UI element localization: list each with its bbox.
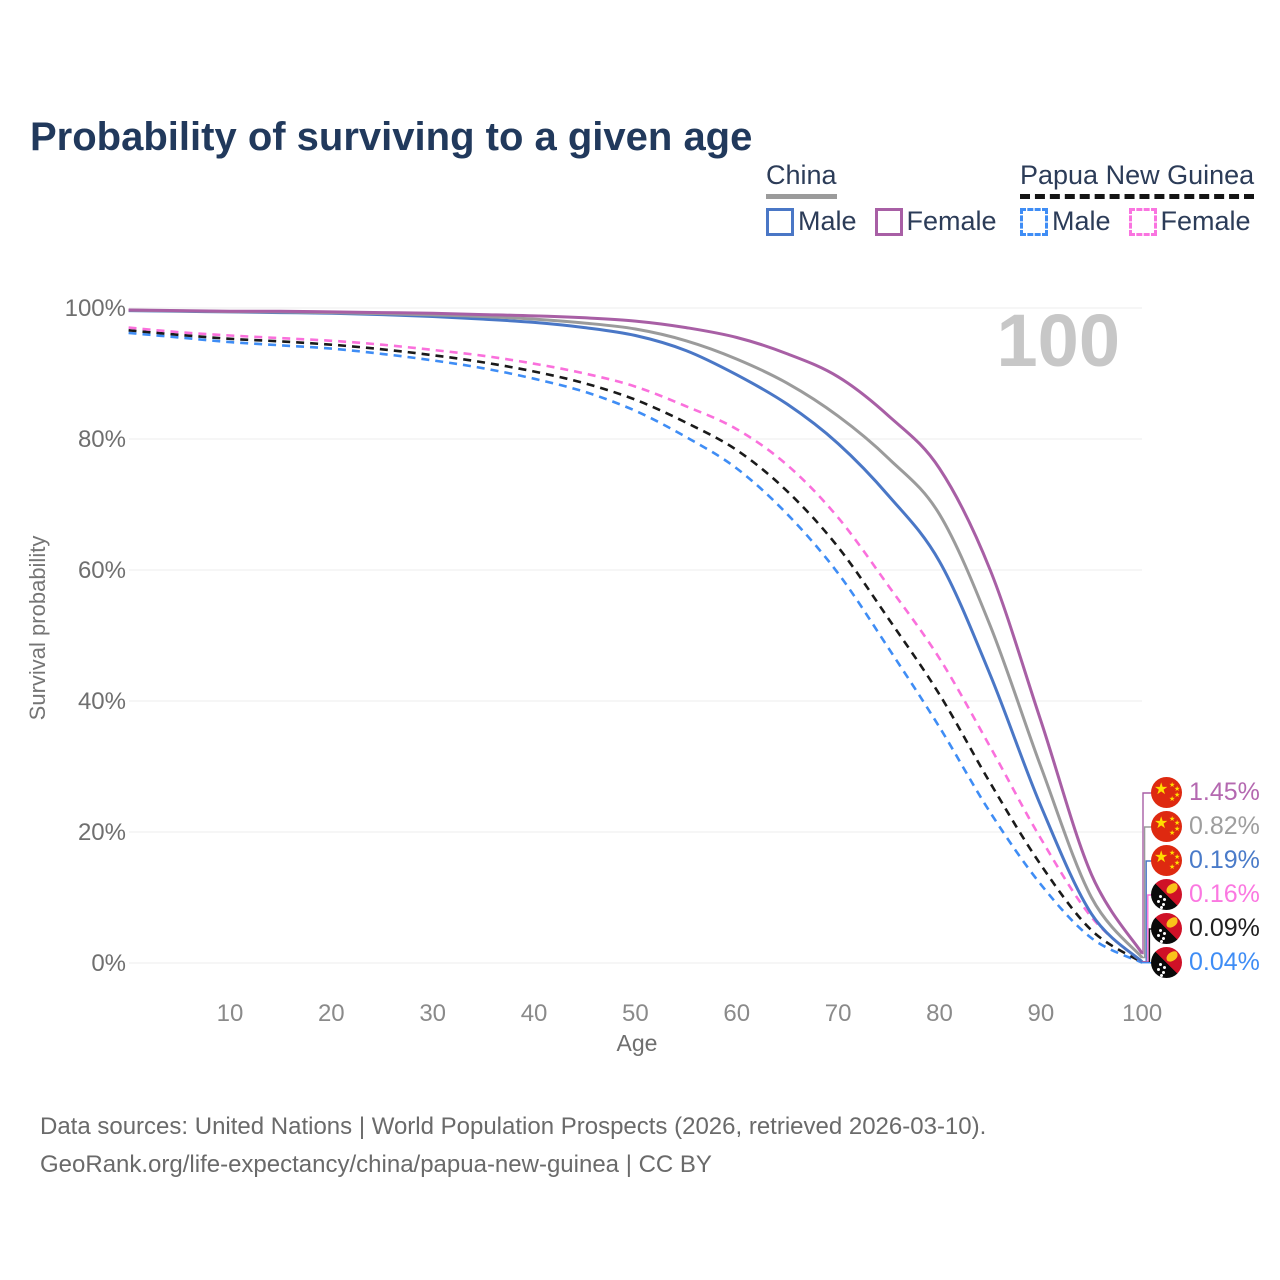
legend-label-china-female: Female	[906, 206, 997, 236]
legend-group-china: China Male Female	[766, 160, 997, 237]
legend-group-papua-new-guinea: Papua New Guinea Male Female	[1020, 160, 1255, 237]
png-male-swatch-icon	[1020, 207, 1048, 236]
png-female-swatch-icon	[1128, 207, 1157, 236]
y-axis-tick-label: 0%	[91, 950, 126, 977]
x-axis-tick-label: 70	[825, 1000, 852, 1027]
legend-item-png-male[interactable]: Male	[1020, 206, 1111, 237]
x-axis-title: Age	[617, 1030, 658, 1056]
y-axis-title: Survival probability	[25, 536, 50, 721]
legend-label-png-female: Female	[1160, 206, 1251, 236]
data-sources-text: Data sources: United Nations | World Pop…	[40, 1113, 987, 1140]
x-axis-tick-label: 20	[318, 1000, 345, 1027]
curve-png-male	[128, 331, 1143, 964]
leader-china-both	[1142, 826, 1155, 959]
x-axis-tick-label: 80	[926, 1000, 953, 1027]
x-axis: 10 20 30 40 50 60 70 80 90 100 Age	[217, 1000, 1163, 1056]
curve-png-both	[128, 329, 1143, 964]
curve-china-both	[128, 308, 1144, 959]
legend-item-png-female[interactable]: Female	[1128, 206, 1251, 237]
x-axis-tick-label: 10	[217, 1000, 244, 1027]
legend-item-china-female[interactable]: Female	[874, 206, 997, 237]
leader-china-female	[1142, 792, 1155, 955]
x-axis-tick-label: 100	[1122, 1000, 1162, 1027]
legend-label-china-male: Male	[798, 206, 857, 236]
y-axis-tick-label: 40%	[78, 688, 126, 715]
leader-lines	[1142, 792, 1155, 964]
age-100-watermark: 100	[997, 299, 1120, 382]
curve-china-male	[128, 309, 1144, 963]
legend-label-png-male: Male	[1052, 206, 1111, 236]
y-axis-tick-label: 80%	[78, 426, 126, 453]
footer: Data sources: United Nations | World Pop…	[40, 1108, 986, 1185]
survival-curves	[128, 308, 1144, 964]
legend-item-china-male[interactable]: Male	[766, 206, 857, 237]
curve-china-female	[128, 308, 1144, 955]
x-axis-tick-label: 40	[521, 1000, 548, 1027]
china-male-swatch-icon	[766, 207, 794, 236]
x-axis-tick-label: 50	[622, 1000, 649, 1027]
legend-header-papua-new-guinea: Papua New Guinea	[1020, 160, 1255, 199]
y-axis-tick-label: 100%	[65, 295, 126, 322]
y-axis-tick-label: 20%	[78, 819, 126, 846]
x-axis-tick-label: 90	[1027, 1000, 1054, 1027]
china-female-swatch-icon	[874, 207, 903, 236]
y-axis-tick-label: 60%	[78, 557, 126, 584]
page-title: Probability of surviving to a given age	[30, 114, 753, 159]
x-axis-tick-label: 60	[723, 1000, 750, 1027]
legend-header-china: China	[766, 160, 837, 199]
curve-png-female	[128, 326, 1144, 963]
gridlines: 0% 20% 40% 60% 80% 100%	[65, 295, 1142, 977]
attribution-text: GeoRank.org/life-expectancy/china/papua-…	[40, 1151, 712, 1179]
x-axis-tick-label: 30	[419, 1000, 446, 1027]
